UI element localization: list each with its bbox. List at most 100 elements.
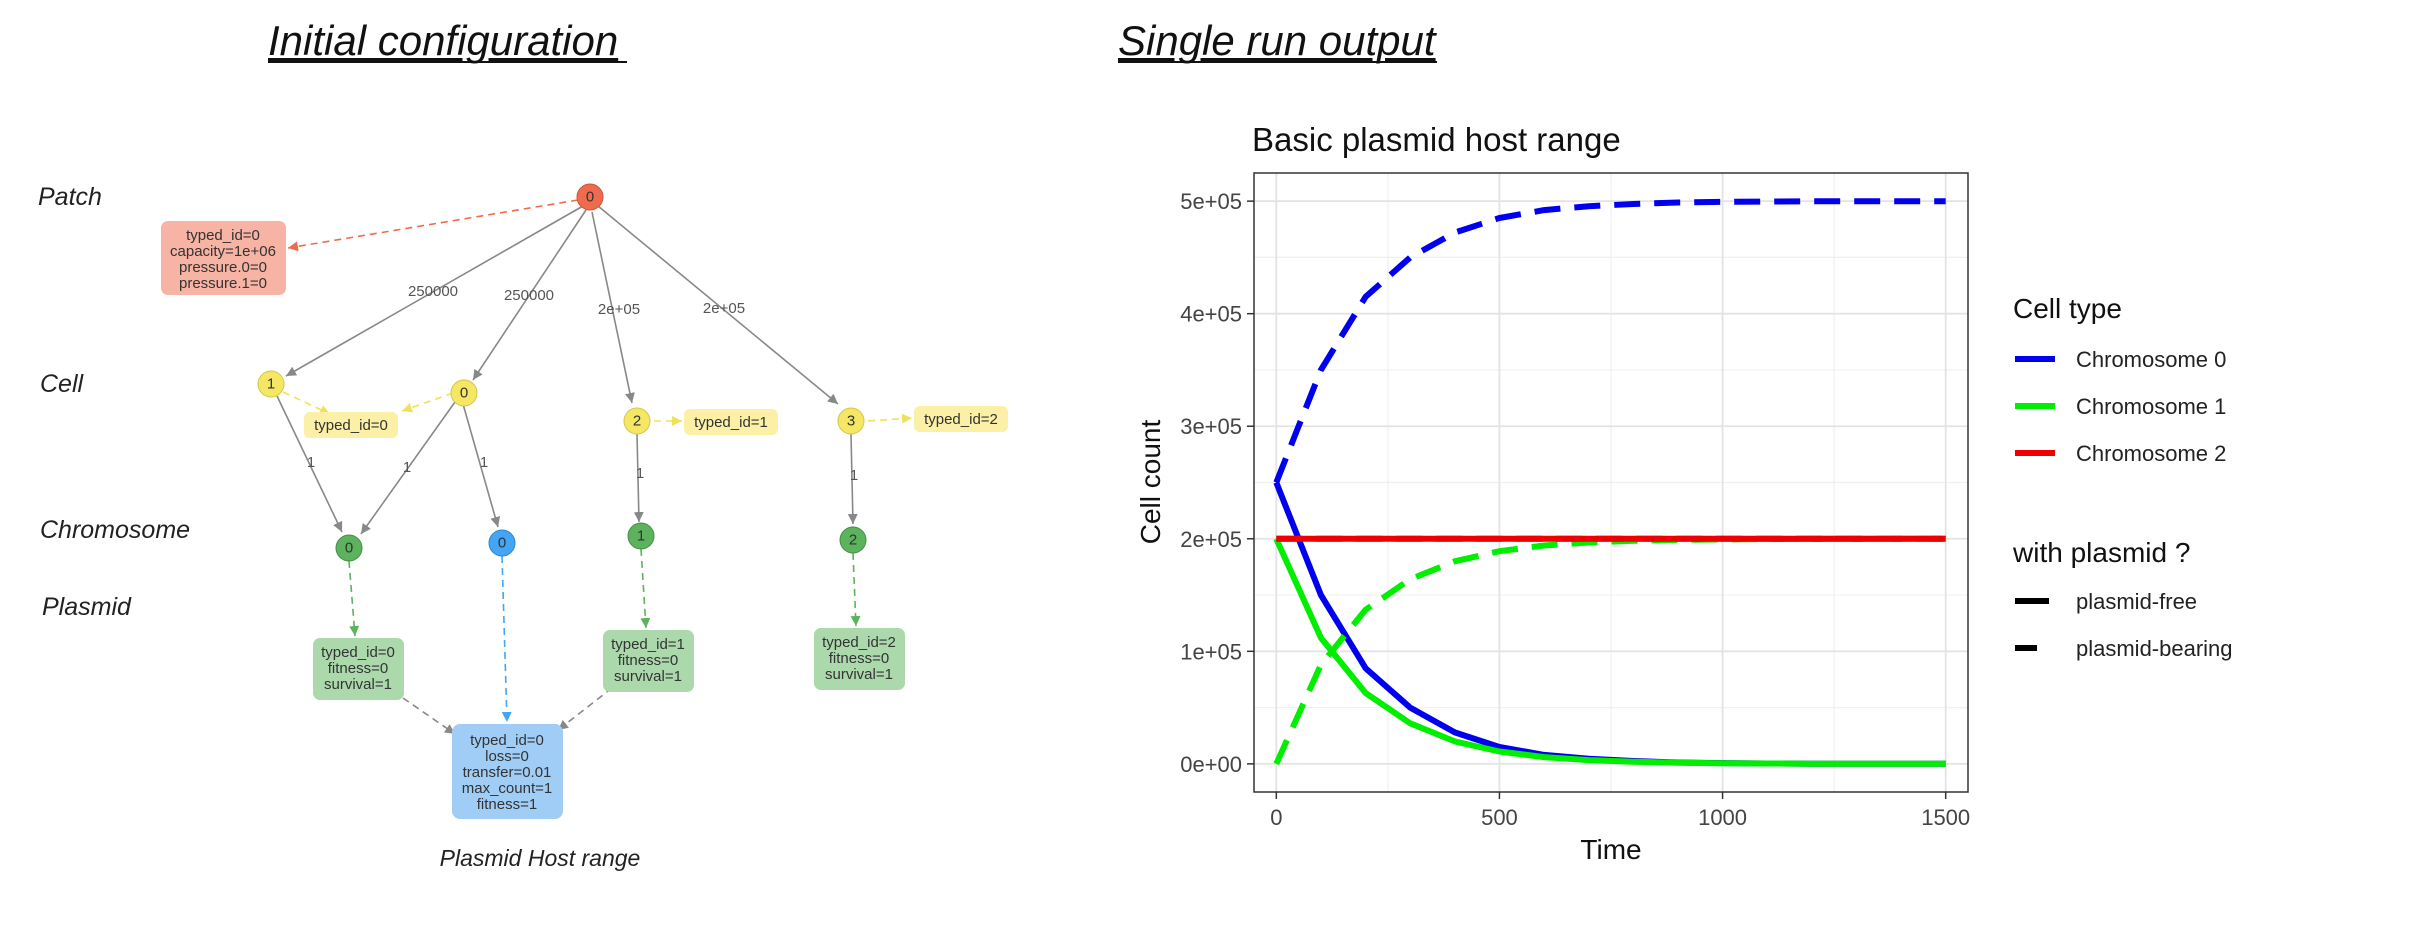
y-tick-label: 5e+05 — [1180, 189, 1242, 214]
chromosome-node-1: 1 — [627, 522, 655, 550]
edge-label-cell3: 2e+05 — [703, 300, 745, 317]
cell0-chrom0-edge — [360, 401, 456, 535]
series-line-chromosome-0-plasmid-bearing — [1273, 198, 1946, 484]
x-tick-label: 1000 — [1698, 805, 1747, 830]
cell1-chrom0-edge — [276, 395, 343, 533]
edge-label-cell0: 250000 — [504, 287, 554, 304]
chrom0-info-line: typed_id=0 — [321, 644, 395, 661]
plasmid-info-bg — [452, 724, 563, 819]
row-label-cell: Cell — [40, 370, 85, 398]
edge-label-cell2-chrom: 1 — [636, 465, 644, 482]
chrom1-info-box: typed_id=1 fitness=0 survival=1 — [603, 630, 694, 692]
row-label-patch: Patch — [38, 183, 102, 211]
host-range-diagram: Patch Cell Chromosome Plasmid 250000 250… — [38, 183, 1008, 871]
patch-info-line: capacity=1e+06 — [170, 243, 276, 260]
chrom1-info-bg — [603, 630, 694, 692]
cell-node-label: 0 — [460, 385, 468, 402]
plasmid-info-line: typed_id=0 — [470, 732, 544, 749]
plasmid-info-line: loss=0 — [485, 748, 529, 765]
chrom2-info-line: survival=1 — [825, 666, 893, 683]
edge-label-cell0-plasmid: 1 — [480, 454, 488, 471]
patch-info-bg — [161, 221, 286, 295]
cell3-info-edge — [867, 413, 913, 424]
cell-shared-info-box: typed_id=0 — [304, 412, 398, 438]
patch-node-circle — [576, 183, 604, 211]
x-tick-label: 500 — [1481, 805, 1518, 830]
cell0-plasmid-edge — [462, 403, 501, 528]
chrom0-info-line: survival=1 — [324, 676, 392, 693]
x-axis-title: Time — [1580, 834, 1641, 865]
chromosome-node-label: 0 — [345, 540, 353, 557]
cell2-info-text: typed_id=1 — [694, 414, 768, 431]
legend-color-title: Cell type — [2013, 293, 2122, 324]
left-heading: Initial configuration — [268, 17, 618, 64]
cell-node-label: 3 — [847, 413, 855, 430]
x-axis-ticks: 0 500 1000 1500 — [1270, 792, 1970, 830]
row-label-chromosome: Chromosome — [40, 516, 190, 544]
legend-linetype-entries: plasmid-free plasmid-bearing — [2015, 589, 2233, 661]
cell-node-circle — [837, 407, 865, 435]
patch-node: 0 — [576, 183, 604, 211]
patch-cell0-edge — [472, 209, 587, 381]
plasmid-node-circle — [488, 529, 516, 557]
right-heading: Single run output — [1118, 17, 1438, 64]
patch-info-box: typed_id=0 capacity=1e+06 pressure.0=0 p… — [161, 221, 286, 295]
y-axis-title: Cell count — [1135, 420, 1166, 545]
edge-label-cell0-chrom: 1 — [403, 459, 411, 476]
chrom0-info-line: fitness=0 — [328, 660, 388, 677]
chrom0-plasmid-link — [402, 697, 456, 735]
patch-info-line: pressure.0=0 — [179, 259, 267, 276]
y-tick-label: 4e+05 — [1180, 302, 1242, 327]
cell2-info-bg — [684, 409, 778, 435]
cell-node-circle — [450, 379, 478, 407]
legend-color-label: Chromosome 0 — [2076, 347, 2226, 372]
legend-color-label: Chromosome 2 — [2076, 441, 2226, 466]
chrom1-info-edge — [640, 548, 651, 629]
patch-cell1-edge — [285, 205, 584, 377]
x-tick-label: 0 — [1270, 805, 1282, 830]
chart-title: Basic plasmid host range — [1252, 121, 1621, 158]
patch-cell2-edge — [591, 211, 635, 404]
chrom1-info-line: fitness=0 — [618, 652, 678, 669]
series-line-chromosome-1-plasmid-free — [1273, 537, 1946, 767]
cell3-info-box: typed_id=2 — [914, 406, 1008, 432]
legend-linetype-label: plasmid-bearing — [2076, 636, 2233, 661]
cell-node-0: 0 — [450, 379, 478, 407]
cell-node-label: 1 — [267, 376, 275, 393]
chromosome-node-label: 2 — [849, 532, 857, 549]
patch-info-line: pressure.1=0 — [179, 275, 267, 292]
cell-node-3: 3 — [837, 407, 865, 435]
line-chart: Basic plasmid host range 0e+00 1e+05 2e+05… — [1135, 121, 2233, 865]
chrom2-info-box: typed_id=2 fitness=0 survival=1 — [814, 628, 905, 690]
cell1-info-edge — [282, 391, 331, 415]
y-tick-label: 2e+05 — [1180, 527, 1242, 552]
plasmid-node-0: 0 — [488, 529, 516, 557]
row-label-plasmid: Plasmid — [42, 593, 132, 621]
cell-shared-info-text: typed_id=0 — [314, 417, 388, 434]
x-tick-label: 1500 — [1921, 805, 1970, 830]
legend-color-entries: Chromosome 0 Chromosome 1 Chromosome 2 — [2015, 347, 2226, 466]
cell-node-circle — [623, 407, 651, 435]
cell-node-2: 2 — [623, 407, 651, 435]
chromosome-node-circle — [839, 526, 867, 554]
chromosome-node-2: 2 — [839, 526, 867, 554]
plasmid-info-line: max_count=1 — [462, 780, 552, 797]
y-tick-label: 1e+05 — [1180, 639, 1242, 664]
cell2-chrom1-edge — [633, 433, 644, 523]
cell-node-label: 2 — [633, 413, 641, 430]
cell2-info-box: typed_id=1 — [684, 409, 778, 435]
plasmid-info-box: typed_id=0 loss=0 transfer=0.01 max_coun… — [452, 724, 563, 819]
legend-linetype-label: plasmid-free — [2076, 589, 2197, 614]
cell-node-1: 1 — [257, 370, 285, 398]
plasmid-info-line: transfer=0.01 — [463, 764, 552, 781]
chrom1-plasmid-link — [557, 687, 613, 731]
patch-cell3-edge — [597, 205, 839, 405]
chromosome-node-circle — [627, 522, 655, 550]
cell3-info-text: typed_id=2 — [924, 411, 998, 428]
diagram-caption: Plasmid Host range — [440, 845, 641, 871]
chrom2-info-edge — [850, 552, 861, 627]
plasmid-info-line: fitness=1 — [477, 796, 537, 813]
edge-label-cell1-chrom: 1 — [307, 454, 315, 471]
chrom2-info-bg — [814, 628, 905, 690]
